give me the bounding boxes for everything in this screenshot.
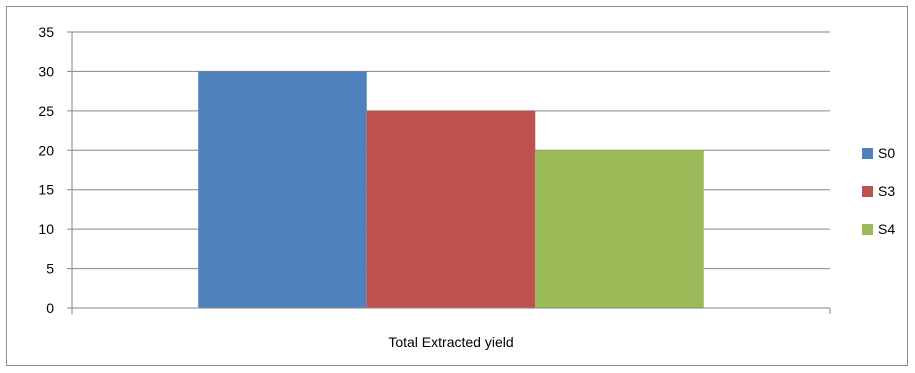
y-tick-label: 0 xyxy=(46,300,54,316)
legend-swatch-s3 xyxy=(862,186,873,197)
y-tick-label: 10 xyxy=(38,221,54,237)
x-category-label: Total Extracted yield xyxy=(388,334,513,350)
y-tick-label: 15 xyxy=(38,182,54,198)
bars xyxy=(198,71,704,308)
y-tick-label: 20 xyxy=(38,142,54,158)
bar-s3 xyxy=(366,110,536,308)
legend-swatch-s4 xyxy=(862,224,873,235)
bar-s4 xyxy=(535,150,704,308)
legend-swatch-s0 xyxy=(862,148,873,159)
legend-label-s0: S0 xyxy=(878,145,895,161)
axes xyxy=(67,31,831,314)
y-tick-label: 30 xyxy=(38,63,54,79)
y-tick-label: 5 xyxy=(46,261,54,277)
x-category-labels: Total Extracted yield xyxy=(388,334,513,350)
bar-s0 xyxy=(198,71,367,308)
legend-label-s3: S3 xyxy=(878,183,895,199)
y-tick-label: 25 xyxy=(38,103,54,119)
y-tick-label: 35 xyxy=(38,24,54,40)
y-tick-labels: 0 5 10 15 20 25 30 35 xyxy=(38,24,54,316)
legend-label-s4: S4 xyxy=(878,221,895,237)
legend: S0 S3 S4 xyxy=(862,145,895,237)
